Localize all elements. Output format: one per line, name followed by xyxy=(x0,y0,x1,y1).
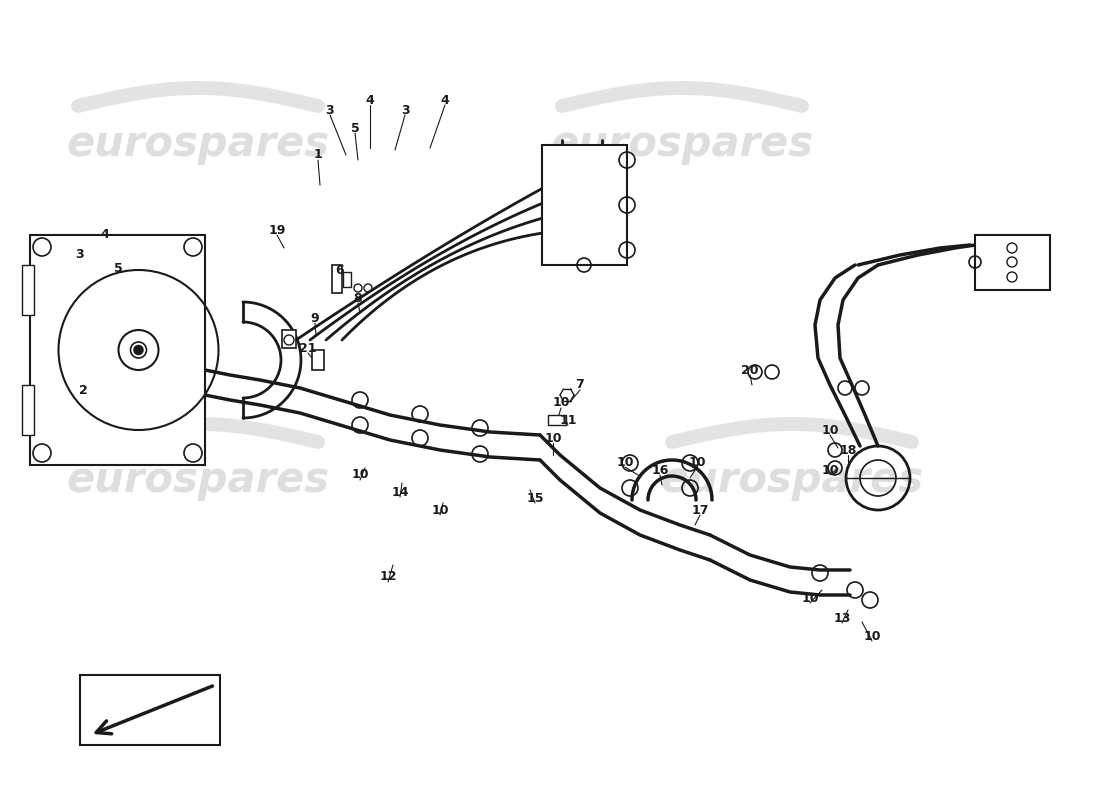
Text: 20: 20 xyxy=(741,363,759,377)
Text: 13: 13 xyxy=(834,611,850,625)
Text: eurospares: eurospares xyxy=(550,123,814,165)
Text: 11: 11 xyxy=(559,414,576,426)
Text: 10: 10 xyxy=(616,455,634,469)
Text: 4: 4 xyxy=(441,94,450,106)
Text: 1: 1 xyxy=(314,149,322,162)
FancyBboxPatch shape xyxy=(80,675,220,745)
Text: 10: 10 xyxy=(552,397,570,410)
Text: 3: 3 xyxy=(76,249,85,262)
Text: 9: 9 xyxy=(310,311,319,325)
Text: 10: 10 xyxy=(822,463,838,477)
Text: 3: 3 xyxy=(326,103,334,117)
Text: 12: 12 xyxy=(379,570,397,583)
FancyBboxPatch shape xyxy=(548,415,566,425)
Text: 10: 10 xyxy=(689,455,706,469)
Text: 6: 6 xyxy=(336,263,344,277)
Text: 2: 2 xyxy=(78,383,87,397)
Circle shape xyxy=(119,330,158,370)
Text: 3: 3 xyxy=(400,103,409,117)
Text: 5: 5 xyxy=(113,262,122,274)
Text: 14: 14 xyxy=(392,486,409,498)
Text: 19: 19 xyxy=(268,223,286,237)
FancyBboxPatch shape xyxy=(312,350,324,370)
FancyBboxPatch shape xyxy=(22,385,34,435)
FancyBboxPatch shape xyxy=(542,145,627,265)
Text: 5: 5 xyxy=(351,122,360,134)
FancyBboxPatch shape xyxy=(332,265,342,293)
Text: 4: 4 xyxy=(100,229,109,242)
Circle shape xyxy=(131,342,146,358)
Text: eurospares: eurospares xyxy=(66,459,330,501)
Text: 10: 10 xyxy=(801,591,818,605)
Text: 21: 21 xyxy=(299,342,317,354)
FancyBboxPatch shape xyxy=(975,235,1050,290)
Text: eurospares: eurospares xyxy=(660,459,924,501)
Text: 7: 7 xyxy=(575,378,584,391)
Circle shape xyxy=(134,346,143,354)
Text: 8: 8 xyxy=(354,291,362,305)
Text: 10: 10 xyxy=(431,503,449,517)
Text: 15: 15 xyxy=(526,491,543,505)
FancyBboxPatch shape xyxy=(22,265,34,315)
Text: 17: 17 xyxy=(691,503,708,517)
FancyBboxPatch shape xyxy=(343,272,351,287)
Text: 10: 10 xyxy=(864,630,881,642)
Text: 10: 10 xyxy=(822,423,838,437)
Text: 18: 18 xyxy=(839,443,857,457)
FancyBboxPatch shape xyxy=(30,235,205,465)
Text: 10: 10 xyxy=(351,469,369,482)
FancyBboxPatch shape xyxy=(282,330,296,348)
Text: 10: 10 xyxy=(544,431,562,445)
Text: eurospares: eurospares xyxy=(66,123,330,165)
Text: 4: 4 xyxy=(365,94,374,106)
Text: 16: 16 xyxy=(651,463,669,477)
